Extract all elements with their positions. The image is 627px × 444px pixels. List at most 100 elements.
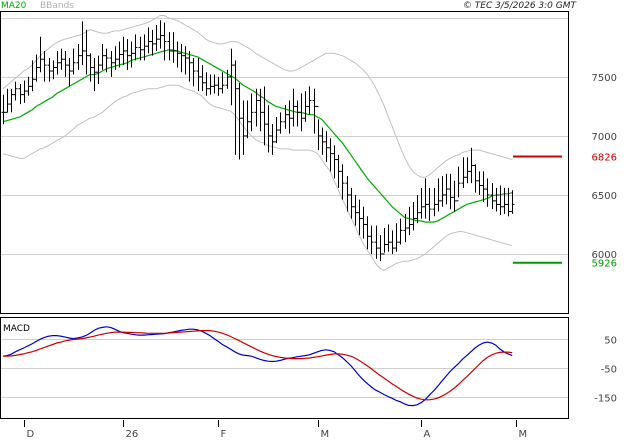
bb-lower-line	[2, 84, 513, 272]
x-tick-label: D	[27, 429, 35, 440]
price-y-tick-label: 6000	[592, 250, 617, 261]
ohlc-bar	[295, 100, 300, 127]
ohlc-bar	[179, 43, 184, 73]
ohlc-bar	[154, 24, 159, 51]
ohlc-bar	[162, 22, 167, 61]
ohlc-bar	[407, 206, 412, 236]
ohlc-bar	[42, 50, 47, 82]
ohlc-bar	[419, 187, 424, 219]
ohlc-bar	[469, 147, 474, 184]
ohlc-bar	[320, 127, 325, 155]
ohlc-bar	[254, 88, 259, 127]
ohlc-bar	[386, 224, 391, 252]
ohlc-bar	[411, 202, 416, 231]
ohlc-bar	[378, 235, 383, 262]
ohlc-bar	[485, 178, 490, 207]
macd-y-tick-label: -50	[601, 365, 617, 376]
ohlc-bar	[171, 32, 176, 63]
ohlc-bar	[241, 100, 246, 155]
ohlc-bar	[332, 145, 337, 179]
ohlc-bar	[55, 50, 60, 75]
ohlc-bar	[26, 76, 31, 96]
ohlc-bar	[345, 176, 350, 212]
ohlc-bar	[506, 187, 511, 217]
ohlc-bar	[307, 86, 312, 115]
price-panel	[0, 11, 569, 314]
ohlc-bar	[158, 20, 163, 49]
ohlc-bar	[133, 34, 138, 61]
ohlc-bar	[432, 187, 437, 217]
ohlc-bar	[117, 41, 122, 68]
price-y-tick-label: 7500	[592, 73, 617, 84]
ohlc-bar	[452, 180, 457, 212]
ohlc-bar	[129, 41, 134, 68]
ohlc-bar	[138, 36, 143, 61]
ohlc-bar	[456, 166, 461, 202]
ohlc-bar	[353, 194, 358, 226]
ohlc-bar	[208, 74, 213, 95]
resistance-level-label: 6826	[592, 152, 617, 163]
ohlc-bar	[461, 157, 466, 188]
ohlc-bar	[490, 183, 495, 210]
ohlc-bar	[34, 54, 39, 82]
ohlc-bar	[220, 72, 225, 94]
ohlc-bar	[84, 29, 89, 75]
ohlc-bar	[104, 48, 109, 73]
ohlc-bar	[38, 36, 43, 73]
price-y-tick-label: 6500	[592, 191, 617, 202]
ohlc-bar	[109, 50, 114, 77]
ohlc-bar	[427, 187, 432, 221]
ohlc-bar	[270, 124, 275, 155]
ohlc-bar	[258, 88, 263, 132]
ohlc-bar	[365, 216, 370, 250]
ohlc-bar	[316, 105, 321, 151]
ohlc-bar	[5, 88, 10, 113]
ohlc-bar	[444, 173, 449, 205]
ohlc-bar	[167, 32, 172, 61]
ohlc-bar	[266, 105, 271, 153]
ohlc-bar	[328, 138, 333, 172]
ohlc-bar	[237, 82, 242, 160]
ohlc-bar	[336, 154, 341, 188]
ohlc-bar	[510, 190, 515, 214]
ohlc-bar	[113, 46, 118, 70]
ohlc-bar	[390, 230, 395, 254]
ohlc-bar	[382, 228, 387, 255]
ohlc-bar	[398, 218, 403, 245]
ohlc-bar	[229, 48, 234, 106]
ohlc-bar	[96, 55, 101, 85]
ohlc-bar	[245, 100, 250, 139]
bb-legend-label: BBands	[40, 1, 74, 11]
ohlc-bar	[233, 60, 238, 155]
bb-upper-line	[2, 15, 513, 178]
x-tick-label: A	[424, 429, 431, 440]
ohlc-bar	[283, 105, 288, 129]
price-y-tick-label: 7000	[592, 132, 617, 143]
ohlc-bar	[481, 171, 486, 203]
ohlc-bar	[142, 34, 147, 61]
ohlc-bar	[225, 69, 230, 89]
ohlc-bar	[357, 199, 362, 236]
ohlc-bar	[274, 117, 279, 144]
ohlc-bar	[121, 36, 126, 66]
ohlc-bar	[340, 164, 345, 200]
x-tick-label: M	[519, 429, 528, 440]
ohlc-bar	[88, 53, 93, 82]
ohlc-bar	[423, 178, 428, 219]
ohlc-bar	[22, 80, 27, 103]
ohlc-bar	[200, 65, 205, 92]
ohlc-bar	[312, 88, 317, 134]
macd-line	[2, 326, 513, 407]
ohlc-bar	[80, 21, 85, 66]
ohlc-bar	[262, 86, 267, 146]
ohlc-bar	[361, 206, 366, 239]
ohlc-bar	[212, 74, 217, 94]
x-tick-label: 26	[126, 429, 139, 440]
ohlc-bar	[9, 88, 14, 113]
macd-y-tick-label: -150	[594, 394, 617, 405]
ohlc-bar	[196, 58, 201, 92]
ohlc-bar	[374, 225, 379, 259]
ohlc-bar	[249, 93, 254, 132]
ohlc-bar	[278, 112, 283, 134]
